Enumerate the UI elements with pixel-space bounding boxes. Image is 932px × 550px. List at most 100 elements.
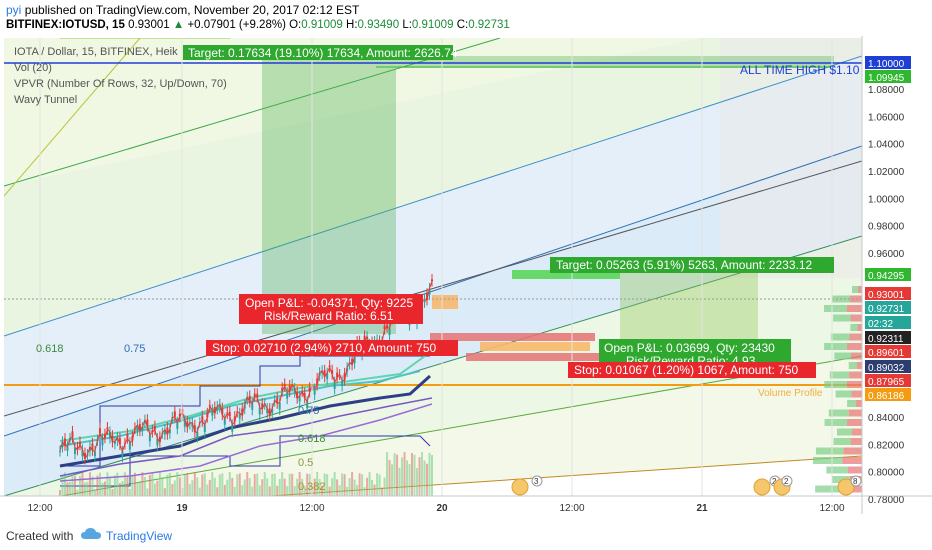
volume-bar [361,474,364,496]
volume-bar [206,484,209,496]
candle-body [258,407,261,415]
target-zone-1[interactable] [262,56,396,334]
volume-bar [223,484,226,496]
candle-body [268,408,271,416]
volume-bar [221,473,224,496]
volume-bar [231,477,234,496]
vp-bar-up [829,371,850,379]
volume-bar [218,474,221,496]
volume-bar [428,452,431,496]
chart-area[interactable]: Target: 0.17634 (19.10%) 17634, Amount: … [0,36,932,514]
volume-bar [278,478,281,496]
candle-body [286,392,289,399]
event-marker[interactable]: 2 2 [753,475,793,496]
volume-bar [203,473,206,496]
author-link[interactable]: pyi [6,3,22,17]
candle-body [151,430,154,433]
volume-bar [213,477,216,496]
open-label: O: [289,19,302,31]
volume-bar [116,472,119,496]
vp-bar-up [828,409,849,417]
volume-bar [143,476,146,496]
published-text: published on TradingView.com, November 2… [24,3,360,17]
volume-bar [78,475,81,496]
price-tag [865,287,911,300]
volume-bar [341,473,344,496]
vp-bar-down [848,409,862,417]
x-tick-label: 20 [436,503,448,514]
y-tick-label: 0.78000 [868,495,905,506]
volume-bar [73,476,76,496]
candle-body [191,422,194,427]
volume-bar [351,472,354,496]
volume-bar [261,479,264,496]
fib-label-075-low: 0.75 [298,405,319,417]
price-tag-label: 02:32 [868,319,893,330]
candle-body [431,279,433,282]
volume-bar [328,486,331,496]
candle-body [353,356,356,364]
chart-header: pyi published on TradingView.com, Novemb… [0,0,932,36]
volume-bar [148,475,151,496]
candle-body [203,425,206,432]
event-count: 8 [853,477,858,486]
median-line[interactable] [4,160,862,417]
target-zone-2[interactable] [620,270,758,340]
volume-bar [161,477,164,496]
event-marker[interactable]: 8 [837,475,862,496]
x-tick-label: 21 [696,503,708,514]
fan-line[interactable] [4,355,862,506]
volume-bar [63,472,66,496]
volume-bar [251,486,254,496]
annotation-target2[interactable]: Target: 0.05263 (5.91%) 5263, Amount: 22… [550,257,834,273]
volume-bar [386,452,389,496]
price-change: +0.07901 (+9.28%) [187,19,286,31]
x-tick-label: 19 [176,503,188,514]
volume-bar [348,478,351,496]
volume-bar [243,479,246,496]
vp-bar-up [812,457,843,464]
volume-bar [108,476,111,496]
candle-body [313,388,316,395]
annotation-target1[interactable]: Target: 0.17634 (19.10%) 17634, Amount: … [183,45,458,60]
volume-bar [98,472,101,496]
annotation-stop2[interactable]: Stop: 0.01067 (1.20%) 1067, Amount: 750 [568,362,816,378]
legend-vpvr[interactable]: VPVR (Number Of Rows, 32, Up/Down, 70) [14,78,227,90]
fan-zone-lightgreen [4,38,700,186]
vp-bar-down [847,466,862,474]
volume-bars [59,452,433,496]
price-tag-label: 0.94295 [868,271,905,282]
annotation-pnl1[interactable]: Open P&L: -0.04371, Qty: 9225 Risk/Rewar… [239,294,423,324]
candle-body [168,429,171,434]
candle-body [251,403,254,410]
candle-body [156,438,159,446]
fan-line[interactable] [4,55,862,337]
fan-line[interactable] [4,145,862,437]
volume-bar [103,481,106,496]
price-tag-label: 0.92731 [868,304,905,315]
chart-svg[interactable]: Target: 0.17634 (19.10%) 17634, Amount: … [0,36,932,514]
entry-box-2 [480,342,590,351]
legend-wavy[interactable]: Wavy Tunnel [14,94,78,106]
fan-line[interactable] [4,38,141,197]
tradingview-link[interactable]: TradingView [106,529,173,543]
candle-body [173,411,176,418]
price-tag-label: 1.09945 [868,73,905,84]
legend-vol[interactable]: Vol (20) [14,62,52,74]
candle-body [66,446,69,451]
candle-body [113,441,116,444]
candle-body [158,436,161,443]
price-tag [865,374,911,387]
event-marker[interactable]: 3 [511,475,543,496]
annotation-stop1[interactable]: Stop: 0.02710 (2.94%) 2710, Amount: 750 [206,340,458,356]
legend-title[interactable]: IOTA / Dollar, 15, BITFINEX, Heik [14,46,178,58]
symbol-line: BITFINEX:IOTUSD, 15 0.93001 ▲ +0.07901 (… [6,19,510,31]
price-tag-label: 1.10000 [868,59,905,70]
volume-bar [286,486,289,496]
x-tick-label: 12:00 [819,503,844,514]
publish-line: pyi published on TradingView.com, Novemb… [6,3,359,17]
volume-bar [336,479,339,496]
volume-bar [303,485,306,496]
candle-body [316,378,319,386]
candle-body [176,422,179,429]
